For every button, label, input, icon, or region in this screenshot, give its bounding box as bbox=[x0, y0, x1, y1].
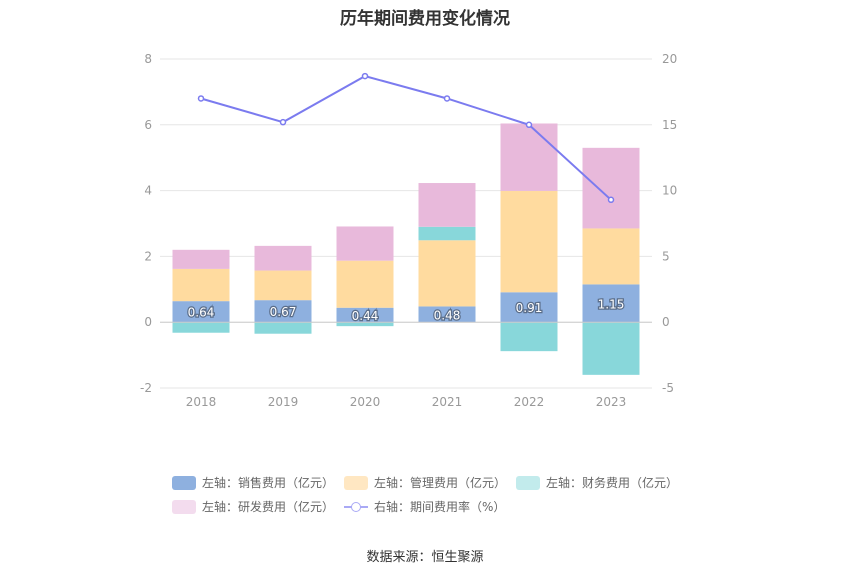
bar-segment bbox=[500, 190, 558, 293]
data-source: 数据来源：恒生聚源 bbox=[366, 550, 484, 565]
expense-rate-point bbox=[607, 196, 615, 204]
bar-data-label: 1.15 bbox=[598, 297, 625, 311]
bar-segment bbox=[254, 245, 312, 271]
y-right-tick-label: 5 bbox=[662, 249, 670, 263]
bar-segment bbox=[172, 249, 230, 269]
y-right-tick-label: 15 bbox=[662, 118, 677, 132]
bar-segment bbox=[254, 300, 312, 323]
legend-swatch-rd bbox=[172, 499, 196, 514]
y-right-tick-label: 10 bbox=[662, 184, 677, 198]
chart-title: 历年期间费用变化情况 bbox=[340, 9, 510, 29]
bar-segment bbox=[582, 228, 640, 285]
y-left-tick-label: 4 bbox=[144, 184, 152, 198]
x-tick-label: 2018 bbox=[186, 395, 217, 409]
bar-segment bbox=[172, 301, 230, 323]
bar-segment bbox=[582, 147, 640, 229]
y-right-tick-label: -5 bbox=[662, 381, 674, 395]
legend-item-finance[interactable]: 左轴：财务费用（亿元） bbox=[516, 474, 678, 491]
bar-segment bbox=[418, 183, 476, 227]
legend-label-expense-rate: 右轴：期间费用率（%） bbox=[374, 500, 506, 514]
x-tick-label: 2023 bbox=[596, 395, 627, 409]
bar-segment bbox=[418, 226, 476, 241]
bar-segment bbox=[336, 322, 394, 327]
y-right-tick-label: 0 bbox=[662, 315, 670, 329]
bar-segment bbox=[500, 123, 558, 191]
bar-segment bbox=[254, 270, 312, 301]
x-tick-label: 2021 bbox=[432, 395, 463, 409]
bar-segment bbox=[172, 268, 230, 302]
legend-swatch-finance bbox=[516, 475, 540, 490]
x-tick-label: 2022 bbox=[514, 395, 545, 409]
legend-item-sales[interactable]: 左轴：销售费用（亿元） bbox=[172, 474, 334, 491]
bar-data-label: 0.48 bbox=[434, 308, 461, 322]
bar-segment bbox=[582, 284, 640, 323]
bar-segment bbox=[500, 322, 558, 352]
legend-swatch-admin bbox=[344, 475, 368, 490]
y-left-tick-label: 6 bbox=[144, 118, 152, 132]
legend-label-finance: 左轴：财务费用（亿元） bbox=[546, 476, 679, 490]
bar-segment bbox=[418, 306, 476, 323]
y-right-tick-label: 20 bbox=[662, 52, 677, 66]
bar-data-label: 0.91 bbox=[516, 301, 543, 315]
expense-rate-point bbox=[443, 95, 451, 102]
bar-segment bbox=[254, 322, 312, 334]
bar-segment bbox=[336, 226, 394, 261]
x-tick-label: 2020 bbox=[350, 395, 381, 409]
y-left-tick-label: 0 bbox=[144, 315, 152, 329]
expense-rate-point bbox=[197, 95, 205, 102]
bar-segment bbox=[418, 240, 476, 307]
bar-segment bbox=[500, 292, 558, 323]
legend-item-rd[interactable]: 左轴：研发费用（亿元） bbox=[172, 498, 334, 515]
x-tick-label: 2019 bbox=[268, 395, 299, 409]
legend-label-sales: 左轴：销售费用（亿元） bbox=[202, 476, 335, 490]
legend-label-rd: 左轴：研发费用（亿元） bbox=[202, 500, 335, 514]
legend-item-admin[interactable]: 左轴：管理费用（亿元） bbox=[344, 474, 506, 491]
bar-segment bbox=[172, 322, 230, 333]
expense-rate-point bbox=[279, 118, 287, 126]
legend-swatch-expense-rate bbox=[344, 500, 368, 514]
bar-data-label: 0.67 bbox=[270, 305, 297, 319]
bar-data-label: 0.64 bbox=[188, 306, 215, 320]
expense-rate-line bbox=[200, 75, 612, 201]
y-left-tick-label: 8 bbox=[144, 52, 152, 66]
legend-label-admin: 左轴：管理费用（亿元） bbox=[374, 476, 507, 490]
bar-segment bbox=[582, 322, 640, 375]
y-left-tick-label: -2 bbox=[140, 381, 152, 395]
bar-data-label: 0.44 bbox=[352, 309, 379, 323]
y-left-tick-label: 2 bbox=[144, 249, 152, 263]
legend-swatch-sales bbox=[172, 475, 196, 490]
expense-rate-point bbox=[525, 121, 533, 129]
bar-segment bbox=[336, 307, 394, 323]
bar-segment bbox=[336, 260, 394, 308]
legend-item-expense-rate[interactable]: 右轴：期间费用率（%） bbox=[344, 498, 505, 515]
expense-rate-point bbox=[361, 72, 369, 80]
